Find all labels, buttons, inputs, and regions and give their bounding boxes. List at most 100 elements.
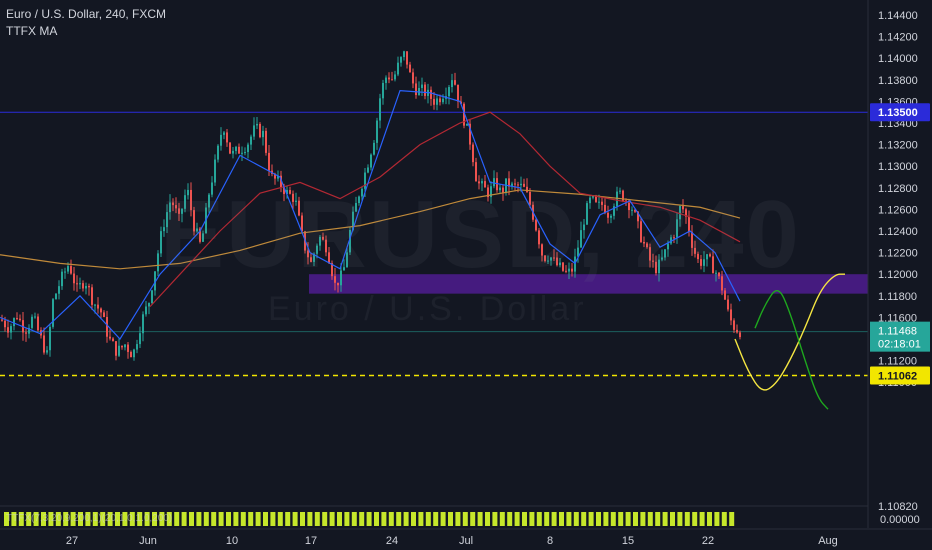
candle-body: [214, 159, 216, 183]
candle-body: [478, 181, 480, 184]
candle-body: [712, 256, 714, 274]
y-tick-label: 1.14000: [878, 53, 918, 65]
y-tick-label: 1.12800: [878, 183, 918, 195]
candle-body: [70, 266, 72, 274]
volume-bar: [677, 512, 683, 526]
volume-bar: [359, 512, 365, 526]
candle-body: [46, 350, 48, 353]
candle-body: [199, 228, 201, 242]
candle-body: [640, 221, 642, 242]
symbol-title[interactable]: Euro / U.S. Dollar, 240, FXCM: [6, 7, 167, 21]
volume-bar: [129, 512, 135, 526]
candle-body: [439, 98, 441, 103]
candle-body: [16, 318, 18, 320]
support-price-tag-bg: [870, 366, 930, 385]
candle-body: [694, 247, 696, 254]
x-tick-label: 24: [386, 535, 398, 547]
candle-body: [283, 187, 285, 195]
volume-bar: [226, 512, 231, 526]
candle-body: [442, 98, 444, 103]
volume-bar: [714, 512, 720, 526]
candle-body: [580, 230, 582, 248]
candle-body: [454, 80, 456, 85]
candle-body: [187, 189, 189, 196]
candle-body: [229, 142, 231, 154]
candle-body: [367, 167, 369, 173]
candle-body: [406, 51, 408, 65]
volume-bar: [544, 512, 550, 526]
candle-body: [475, 162, 477, 182]
candle-body: [280, 175, 282, 188]
candle-body: [34, 316, 36, 318]
indicator-name[interactable]: TTFX MA: [6, 24, 58, 38]
candle-body: [181, 208, 183, 214]
volume-bar: [248, 512, 254, 526]
candle-body: [160, 231, 162, 254]
candle-body: [607, 212, 609, 218]
candle-body: [724, 290, 726, 300]
candle-body: [457, 84, 459, 102]
candle-body: [274, 173, 276, 179]
candle-body: [61, 271, 63, 287]
candle-body: [682, 206, 684, 210]
candle-body: [157, 253, 159, 272]
y-tick-label: 1.14200: [878, 32, 918, 44]
candle-body: [43, 335, 45, 353]
projection-path-green: [754, 289, 829, 410]
candle-body: [190, 189, 192, 211]
candle-body: [484, 181, 486, 188]
volume-bar: [692, 512, 698, 526]
candle-body: [619, 190, 621, 192]
candle-body: [421, 84, 423, 88]
volume-bar: [55, 512, 61, 526]
candle-body: [631, 209, 633, 211]
volume-bar: [396, 512, 402, 526]
volume-bar: [699, 512, 705, 526]
candle-body: [541, 244, 543, 256]
candle-body: [415, 83, 417, 96]
candle-body: [520, 183, 522, 186]
candle-body: [121, 345, 123, 348]
candle-body: [592, 196, 594, 198]
projection-path-yellow: [734, 273, 845, 391]
candle-body: [76, 283, 78, 285]
candle-body: [55, 293, 57, 300]
volume-bar: [618, 512, 624, 526]
candle-body: [547, 260, 549, 262]
volume-bar: [92, 512, 98, 526]
candle-body: [589, 197, 591, 204]
candle-body: [220, 134, 222, 146]
candle-body: [7, 327, 9, 333]
volume-bar: [522, 512, 527, 526]
volume-bar: [292, 512, 298, 526]
candle-body: [652, 260, 654, 262]
current-price-tag: [870, 321, 930, 352]
candle-body: [223, 132, 225, 135]
candle-body: [499, 187, 501, 191]
candle-body: [31, 316, 33, 328]
candle-body: [1, 319, 3, 321]
x-tick-label: 10: [226, 535, 238, 547]
candle-body: [142, 314, 144, 334]
candle-body: [616, 191, 618, 207]
volume-bar: [329, 512, 335, 526]
candle-body: [448, 87, 450, 97]
candle-body: [493, 178, 495, 187]
candle-body: [19, 318, 21, 321]
candle-body: [595, 196, 597, 202]
candle-body: [691, 231, 693, 248]
candle-body: [82, 283, 84, 289]
candle-body: [412, 72, 414, 84]
candle-body: [637, 211, 639, 222]
volume-bars: [4, 512, 735, 526]
candle-body: [235, 146, 237, 151]
volume-bar: [411, 512, 416, 526]
volume-bar: [285, 512, 291, 526]
candle-body: [610, 215, 612, 218]
candle-body: [397, 62, 399, 75]
candle-body: [49, 326, 51, 351]
y-tick-label: 1.12600: [878, 204, 918, 216]
candle-body: [556, 257, 558, 266]
volume-bar: [203, 512, 209, 526]
